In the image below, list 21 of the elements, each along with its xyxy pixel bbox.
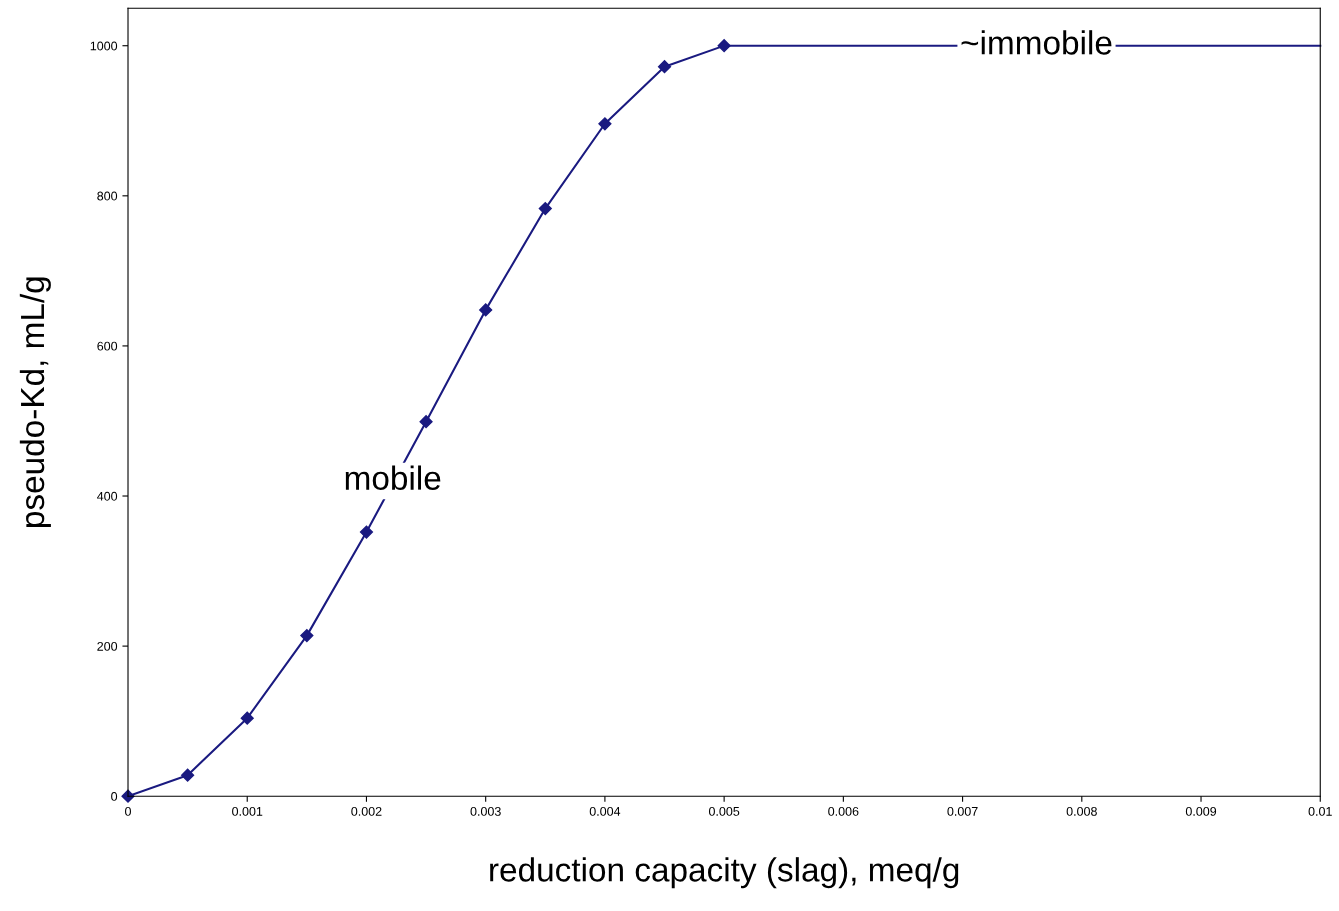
x-tick-label: 0 [125,806,131,816]
x-tick-label: 0.007 [947,806,978,816]
annotation: ~immobile [961,30,1112,55]
y-tick-label: 800 [97,191,118,201]
y-tick-label: 0 [111,792,118,801]
x-tick-label: 0.004 [589,806,621,816]
y-tick-label: 1000 [90,41,118,51]
y-tick-label: 400 [97,491,118,501]
y-tick-label: 200 [97,641,118,651]
y-tick-label: 600 [97,341,118,351]
x-tick-label: 0.006 [828,806,859,816]
x-tick-label: 0.005 [708,806,740,816]
x-tick-label: 0.008 [1066,806,1097,816]
x-tick-label: 0.01 [1308,806,1332,816]
y-axis-title: pseudo-Kd, mL/g [19,277,51,527]
annotation: mobile [345,465,441,490]
x-axis-title: reduction capacity (slag), meq/g [490,857,959,889]
x-tick-label: 0.001 [232,806,263,816]
x-tick-label: 0.002 [351,806,382,816]
x-tick-label: 0.009 [1185,806,1217,816]
x-tick-label: 0.003 [470,806,501,816]
